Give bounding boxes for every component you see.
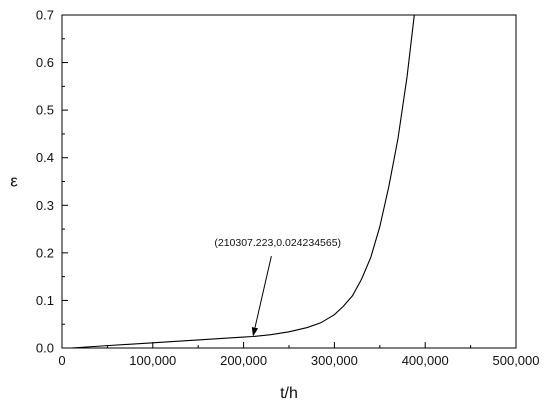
x-tick-label: 200,000 [220,353,267,368]
x-axis: 0 100,000 200,000 300,000 400,000 500,000 [58,342,540,368]
y-axis: 0.0 0.1 0.2 0.3 0.4 0.5 0.6 0.7 [36,8,68,356]
y-tick-label: 0.5 [36,103,54,118]
x-axis-title: t/h [280,385,298,402]
x-tick-label: 0 [58,353,65,368]
annotation-label: (210307.223,0.024234565) [214,237,341,249]
y-tick-label: 0.2 [36,245,54,260]
y-tick-label: 0.6 [36,55,54,70]
series-line [71,14,415,349]
y-axis-title: ε [10,172,18,191]
y-tick-label: 0.3 [36,198,54,213]
x-tick-label: 300,000 [311,353,358,368]
y-tick-label: 0.4 [36,150,54,165]
annotation-arrowhead [251,326,259,337]
y-tick-label: 0.7 [36,8,54,23]
x-tick-label: 100,000 [129,353,176,368]
y-tick-label: 0.1 [36,293,54,308]
annotation-arrow [254,255,272,328]
x-tick-label: 400,000 [402,353,449,368]
x-tick-label: 500,000 [493,353,540,368]
y-tick-label: 0.0 [36,341,54,356]
plot-frame [61,14,517,349]
